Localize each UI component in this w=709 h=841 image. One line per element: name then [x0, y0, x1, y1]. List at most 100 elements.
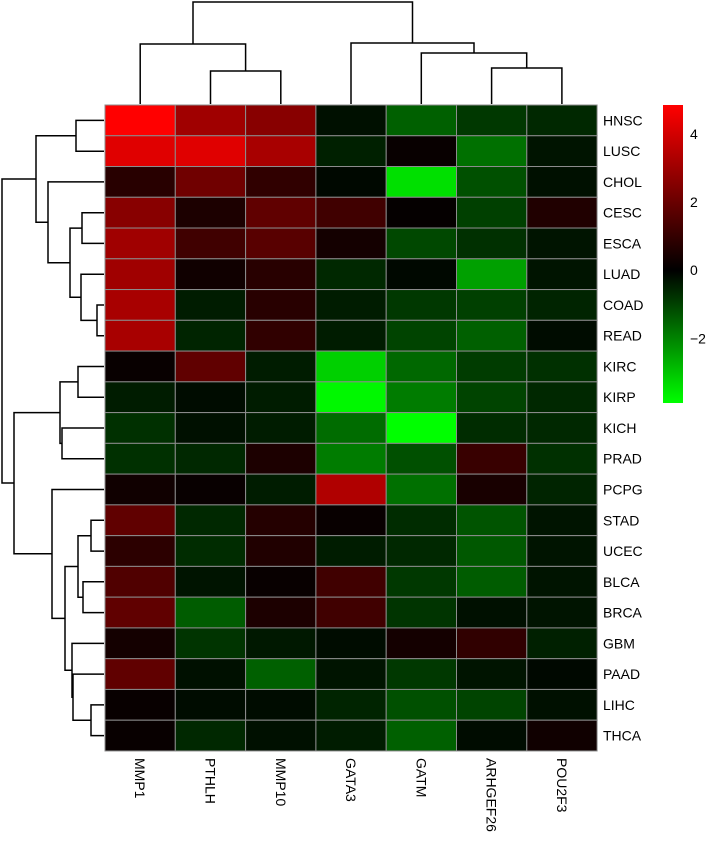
- col-dendro-root: [192, 1, 414, 44]
- heatmap-cell: [315, 658, 387, 690]
- heatmap-cell: [385, 596, 458, 629]
- heatmap-cell: [245, 504, 317, 537]
- row-label: PRAD: [603, 451, 642, 467]
- heatmap-cell: [385, 565, 458, 598]
- heatmap-cell: [526, 166, 598, 198]
- heatmap-cell: [104, 135, 176, 168]
- heatmap-cell: [456, 135, 528, 168]
- heatmap-cell: [174, 719, 247, 752]
- heatmap-cell: [104, 504, 176, 537]
- heatmap-cell: [456, 196, 528, 229]
- col-dendro-pthlh-mmp10: [209, 70, 282, 104]
- heatmap-cell: [456, 289, 528, 321]
- row-label: KIRC: [603, 358, 636, 374]
- heatmap-cell: [315, 442, 387, 475]
- legend-tick-label: −2: [690, 330, 706, 346]
- row-label: KIRP: [603, 389, 636, 405]
- row-dendro-node: [90, 704, 104, 737]
- heatmap-cell: [315, 719, 387, 752]
- heatmap-cell: [526, 442, 598, 475]
- heatmap-cell: [526, 381, 598, 414]
- row-dendro-node: [61, 427, 104, 460]
- row-dendro-node: [80, 273, 104, 322]
- row-dendro-node: [47, 181, 104, 264]
- heatmap-cell: [526, 227, 598, 260]
- heatmap-cell: [456, 504, 528, 537]
- heatmap-cell: [385, 719, 458, 752]
- row-label: COAD: [603, 297, 643, 313]
- legend-color-bar: [663, 105, 683, 403]
- heatmap-cell: [174, 289, 247, 321]
- heatmap-cell: [526, 196, 598, 229]
- row-label: READ: [603, 328, 642, 344]
- heatmap-cell: [174, 227, 247, 260]
- heatmap-cell: [104, 565, 176, 598]
- heatmap-cell: [245, 688, 317, 721]
- heatmap-cell: [104, 719, 176, 752]
- heatmap-cell: [245, 196, 317, 229]
- column-label: POU2F3: [554, 758, 570, 813]
- heatmap-cell: [526, 596, 598, 629]
- heatmap-cell: [526, 473, 598, 506]
- row-dendro-node: [69, 227, 82, 299]
- column-label: MMP10: [273, 758, 289, 806]
- heatmap-cell: [385, 688, 458, 721]
- heatmap-cell: [174, 504, 247, 537]
- column-label: ARHGEF26: [484, 758, 500, 832]
- row-dendro-node: [81, 211, 104, 245]
- heatmap-cell: [315, 565, 387, 598]
- heatmap-cell: [174, 104, 247, 137]
- heatmap-cell: [315, 166, 387, 198]
- column-label: PTHLH: [202, 758, 218, 804]
- heatmap-cell: [385, 166, 458, 198]
- row-label: STAD: [603, 512, 639, 528]
- row-label: BLCA: [603, 574, 640, 590]
- heatmap-cell: [174, 658, 247, 690]
- heatmap-cell: [315, 596, 387, 629]
- heatmap-cell: [315, 412, 387, 444]
- heatmap-cell: [104, 442, 176, 475]
- row-dendrogram: [1, 119, 104, 737]
- heatmap-cell: [104, 258, 176, 291]
- heatmap-cell: [526, 258, 598, 291]
- heatmap-cell: [456, 688, 528, 721]
- heatmap-cell: [315, 135, 387, 168]
- heatmap-cell: [245, 535, 317, 567]
- heatmap-cell: [315, 473, 387, 506]
- heatmap-cell: [456, 596, 528, 629]
- heatmap-cell: [315, 535, 387, 567]
- heatmap-cell: [385, 504, 458, 537]
- heatmap-cell: [526, 104, 598, 137]
- col-dendro-right: [350, 42, 475, 104]
- heatmap-cell: [245, 473, 317, 506]
- heatmap-cell: [456, 535, 528, 567]
- heatmap-cell: [104, 473, 176, 506]
- heatmap-cell: [456, 627, 528, 660]
- heatmap-cell: [456, 104, 528, 137]
- heatmap-cell: [526, 135, 598, 168]
- heatmap-cell: [245, 258, 317, 291]
- row-label: CHOL: [603, 174, 642, 190]
- column-labels: MMP1 PTHLH MMP10 GATA3 GATM ARHGEF26 POU2F3: [132, 758, 570, 832]
- heatmap-cell: [104, 688, 176, 721]
- row-dendro-root: [1, 178, 36, 484]
- row-label: PCPG: [603, 482, 643, 498]
- heatmap-cell: [385, 627, 458, 660]
- heatmap-cell: [245, 596, 317, 629]
- heatmap-cell: [104, 596, 176, 629]
- row-label: BRCA: [603, 605, 643, 621]
- row-dendro-node: [71, 642, 104, 698]
- row-dendro-node: [64, 565, 78, 672]
- row-label: KICH: [603, 420, 636, 436]
- heatmap-cell: [526, 535, 598, 567]
- heatmap-cell: [526, 350, 598, 383]
- heatmap-cell: [174, 381, 247, 414]
- heatmap-cell: [174, 473, 247, 506]
- heatmap-cell: [104, 166, 176, 198]
- row-label: HNSC: [603, 112, 643, 128]
- heatmap-cell: [526, 412, 598, 444]
- row-dendro-node: [13, 411, 60, 555]
- heatmap-cell: [315, 381, 387, 414]
- heatmap-cell: [456, 473, 528, 506]
